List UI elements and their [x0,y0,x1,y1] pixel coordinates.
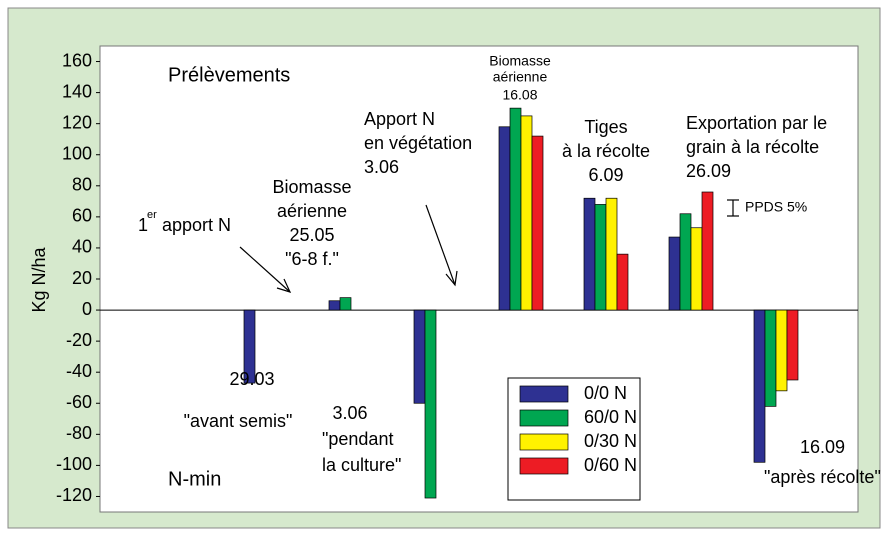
bar [668,236,681,311]
y-tick-label: 80 [72,175,92,195]
annotation: à la récolte [562,141,650,161]
bar [413,309,426,404]
y-tick-label: -120 [56,485,92,505]
y-tick-label: -60 [66,392,92,412]
annotation: Exportation par le [686,113,827,133]
bar [594,204,607,311]
annotation: 16.09 [800,437,845,457]
y-tick-label: 40 [72,237,92,257]
y-tick-label: -20 [66,330,92,350]
y-tick-label: -80 [66,423,92,443]
bar [616,253,629,311]
legend-swatch [519,457,569,475]
annotation: 29.03 [229,369,274,389]
annotation: "avant semis" [184,411,293,431]
annotation: Biomasse [272,177,351,197]
y-tick-label: -40 [66,361,92,381]
bar [509,107,522,311]
y-tick-label: 120 [62,112,92,132]
annotation: Biomasse [489,53,551,69]
bar [498,126,511,311]
bar [775,309,788,392]
annotation: Prélèvements [168,64,290,86]
annotation: "6-8 f." [285,249,339,269]
annotation: Apport N [364,109,435,129]
plot-area [99,45,859,513]
bar [424,309,437,499]
legend-label: 0/30 N [584,431,637,451]
bar [339,297,352,311]
legend-label: 0/60 N [584,455,637,475]
bar [243,309,256,384]
legend-swatch [519,385,569,403]
legend-swatch [519,409,569,427]
annotation: 25.05 [289,225,334,245]
annotation: 26.09 [686,161,731,181]
bar [531,135,544,311]
annotation: PPDS 5% [745,199,807,215]
bar [605,197,618,311]
y-tick-label: 60 [72,206,92,226]
legend-swatch [519,433,569,451]
bar [328,300,341,311]
annotation: la culture" [322,455,401,475]
annotation: aérienne [277,201,347,221]
annotation: aérienne [493,69,548,85]
bar [690,227,703,311]
bar [764,309,777,407]
bar [753,309,766,463]
y-tick-label: 160 [62,50,92,70]
bar [701,191,714,311]
annotation: grain à la récolte [686,137,819,157]
annotation: "après récolte" [764,467,881,487]
annotation: 3.06 [332,403,367,423]
y-tick-label: -100 [56,454,92,474]
annotation: en végétation [364,133,472,153]
annotation: 1 [138,215,148,235]
y-tick-label: 20 [72,268,92,288]
bar [679,213,692,311]
annotation: 16.08 [502,87,537,103]
annotation: 6.09 [588,165,623,185]
legend-label: 60/0 N [584,407,637,427]
annotation: apport N [162,215,231,235]
annotation: N-min [168,468,221,490]
bar [583,197,596,311]
y-axis-label: Kg N/ha [29,246,49,312]
annotation: "pendant [322,429,393,449]
y-tick-label: 140 [62,81,92,101]
y-tick-label: 100 [62,143,92,163]
annotation: 3.06 [364,157,399,177]
annotation: er [147,209,157,221]
legend-label: 0/0 N [584,383,627,403]
bar [520,115,533,311]
arrows [239,199,739,293]
y-tick-label: 0 [82,299,92,319]
bar [786,309,799,381]
annotation: Tiges [584,117,627,137]
